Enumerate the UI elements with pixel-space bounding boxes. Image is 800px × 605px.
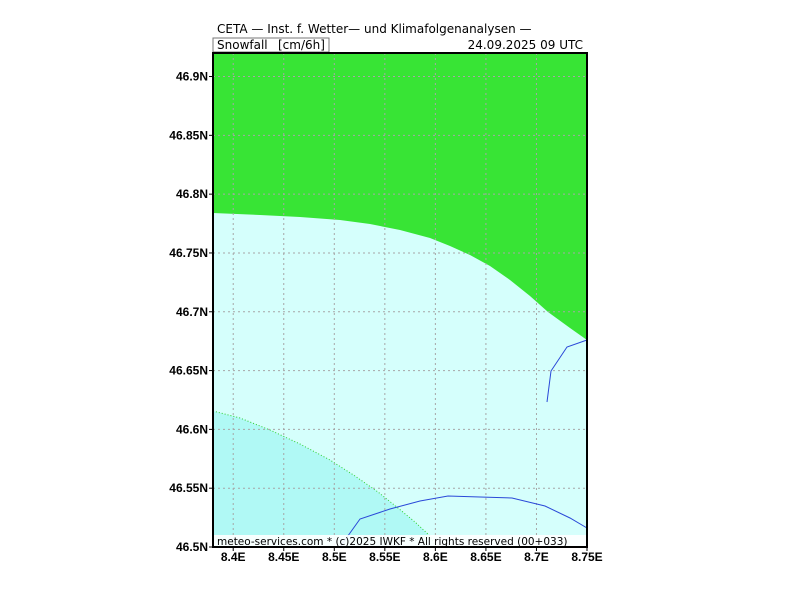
lon-tick-label: 8.75E — [571, 550, 602, 564]
lat-tick-label: 46.65N — [169, 364, 208, 378]
lon-tick-label: 8.7E — [524, 550, 549, 564]
longitude-axis: 8.4E 8.45E 8.5E 8.55E 8.6E 8.65E 8.7E 8.75E — [221, 547, 603, 564]
credit-strip — [213, 535, 587, 547]
lon-tick-label: 8.4E — [221, 550, 246, 564]
snowfall-zone-cyan — [213, 411, 436, 547]
grid-lines — [213, 53, 587, 547]
snowfall-zone-green — [213, 53, 587, 340]
lon-tick-label: 8.6E — [423, 550, 448, 564]
lat-tick-label: 46.6N — [176, 422, 208, 436]
lat-tick-label: 46.5N — [176, 540, 208, 554]
footer-credit: meteo-services.com * (c)2025 IWKF * All … — [217, 536, 568, 548]
lat-tick-label: 46.75N — [169, 246, 208, 260]
lat-tick-label: 46.9N — [176, 70, 208, 84]
lon-tick-label: 8.65E — [470, 550, 501, 564]
lat-tick-label: 46.55N — [169, 481, 208, 495]
lon-tick-label: 8.55E — [369, 550, 400, 564]
lon-tick-label: 8.45E — [268, 550, 299, 564]
map-frame — [212, 52, 588, 548]
lon-tick-label: 8.5E — [322, 550, 347, 564]
unit-label: [cm/6h] — [278, 38, 325, 52]
valid-time-label: 24.09.2025 09 UTC — [468, 38, 583, 52]
lat-tick-label: 46.7N — [176, 305, 208, 319]
zone-boundary — [212, 410, 437, 548]
river-east — [546, 339, 588, 403]
latitude-axis: 46.9N 46.85N 46.8N 46.75N 46.7N 46.65N 46.6N 46… — [169, 70, 213, 554]
map-plot-area: meteo-services.com * (c)2025 IWKF * All … — [212, 52, 588, 548]
header-title: CETA — Inst. f. Wetter— und Klimafolgena… — [217, 22, 532, 36]
lat-tick-label: 46.85N — [169, 128, 208, 142]
parameter-label: Snowfall — [217, 38, 268, 52]
river-south — [339, 495, 588, 548]
lat-tick-label: 46.8N — [176, 187, 208, 201]
